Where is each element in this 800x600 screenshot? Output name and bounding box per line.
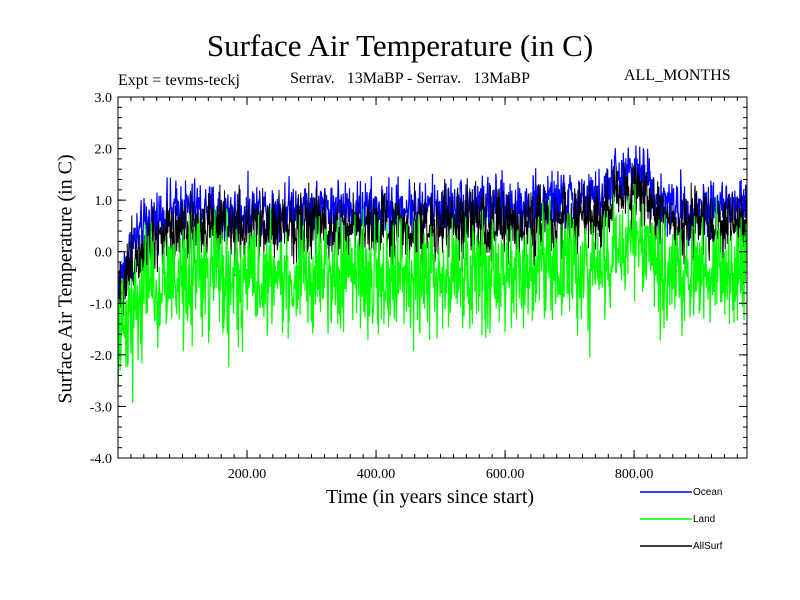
- x-tick-label: 600.00: [486, 467, 525, 482]
- y-tick-label: 0.0: [95, 246, 113, 261]
- legend-item-land: Land: [640, 514, 715, 525]
- y-tick-label: 2.0: [95, 143, 113, 158]
- months-label: ALL_MONTHS: [624, 67, 731, 84]
- y-tick-label: -4.0: [90, 452, 112, 467]
- legend-label: AllSurf: [693, 541, 723, 552]
- legend-label: Land: [693, 514, 715, 525]
- x-tick-label: 400.00: [357, 467, 396, 482]
- series-line-land: [118, 184, 747, 403]
- axes-layer: -4.0 -3.0 -2.0 -1.0 0.0 1.0 2.0 3.0 200.00 400.00…: [90, 91, 748, 482]
- y-tick-label: 3.0: [95, 91, 113, 106]
- y-tick-label: -1.0: [90, 297, 112, 312]
- plot-frame: [117, 96, 748, 459]
- series-line-allsurf: [118, 162, 747, 329]
- y-tick-label: 1.0: [95, 194, 113, 209]
- series-layer: [118, 145, 747, 403]
- x-tick-label: 200.00: [228, 467, 267, 482]
- chart-title: Surface Air Temperature (in C): [206, 28, 594, 63]
- x-axis-label: Time (in years since start): [325, 486, 535, 508]
- x-tick-label: 800.00: [615, 467, 654, 482]
- legend: Ocean Land AllSurf: [640, 487, 723, 552]
- y-tick-label: -3.0: [90, 400, 112, 415]
- legend-item-allsurf: AllSurf: [640, 541, 723, 552]
- legend-label: Ocean: [693, 487, 722, 498]
- legend-item-ocean: Ocean: [640, 487, 722, 498]
- experiment-label: Expt = tevms-teckj: [118, 72, 240, 89]
- difference-label: Serrav. 13MaBP - Serrav. 13MaBP: [290, 70, 530, 87]
- y-tick-label: -2.0: [90, 349, 112, 364]
